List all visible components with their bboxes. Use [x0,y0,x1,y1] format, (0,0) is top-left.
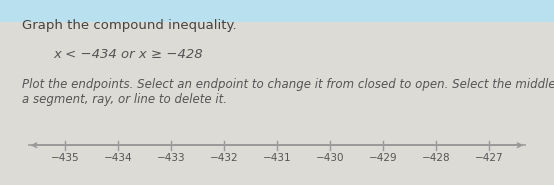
Text: −435: −435 [50,153,79,163]
Text: −428: −428 [422,153,450,163]
Text: −434: −434 [104,153,132,163]
Text: −433: −433 [157,153,185,163]
Text: x < −434 or x ≥ −428: x < −434 or x ≥ −428 [53,48,203,61]
Text: −432: −432 [209,153,238,163]
Text: −427: −427 [475,153,504,163]
Text: Plot the endpoints. Select an endpoint to change it from closed to open. Select : Plot the endpoints. Select an endpoint t… [22,78,554,106]
Text: −430: −430 [316,153,344,163]
Text: −429: −429 [369,153,397,163]
Text: Graph the compound inequality.: Graph the compound inequality. [22,18,237,31]
Text: −431: −431 [263,153,291,163]
